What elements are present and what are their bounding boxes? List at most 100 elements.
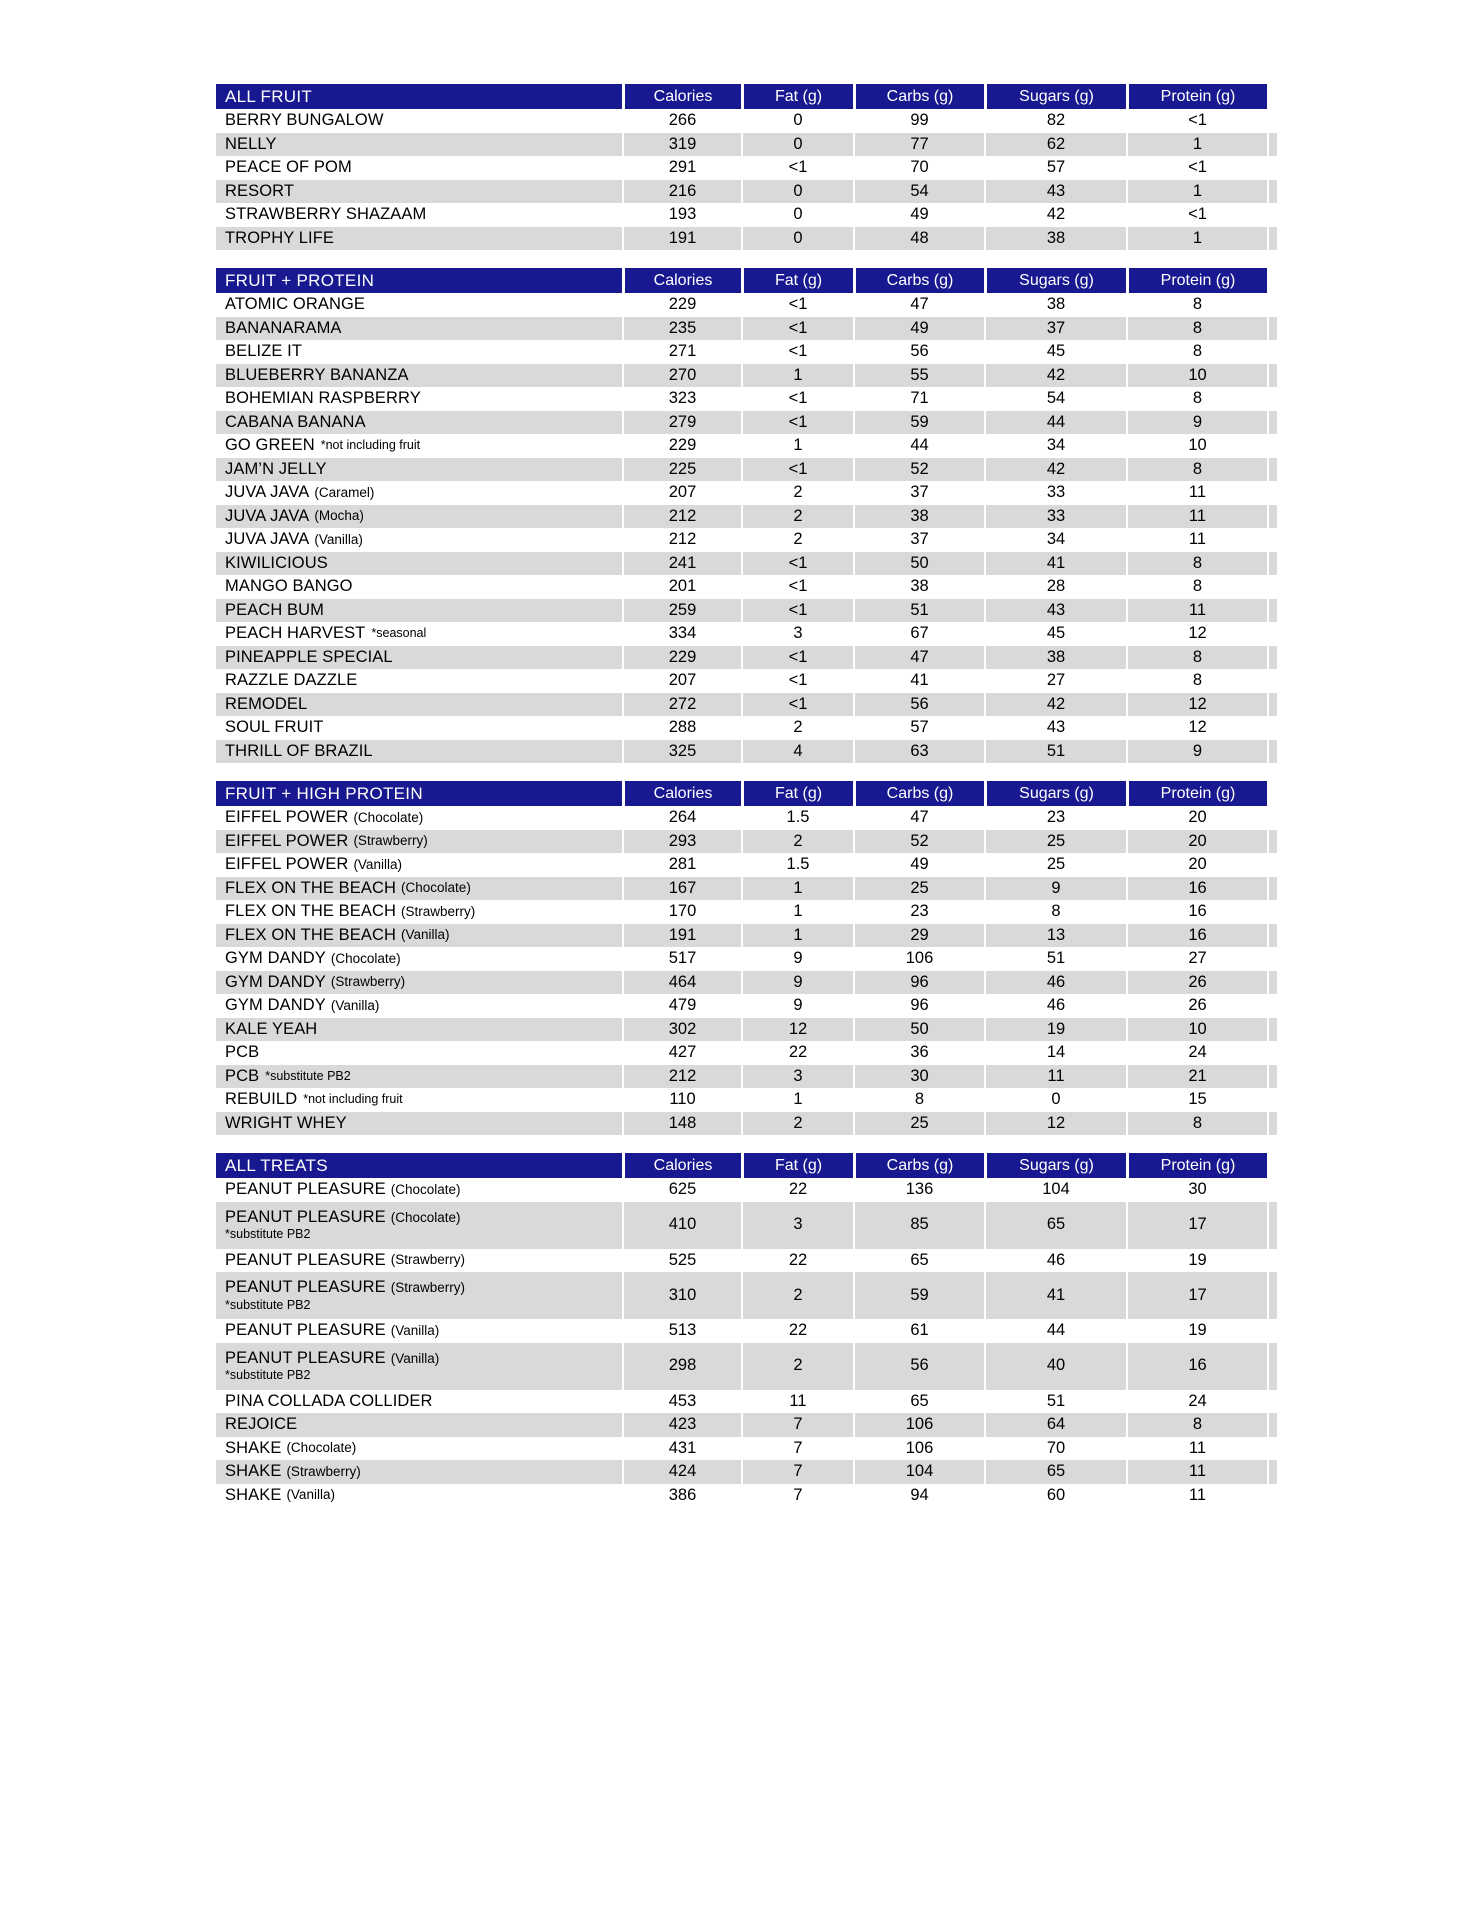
table-row: REMODEL 272 <1 56 42 12 <box>216 692 1277 716</box>
value-cell-carbs-g: 52 <box>853 829 984 853</box>
value-cell-calories: 310 <box>622 1272 741 1319</box>
value-cell-calories: 191 <box>622 226 741 250</box>
table-row: PEANUT PLEASURE (Strawberry) *substitute P… <box>216 1272 1277 1319</box>
value-cell-fat-g: 2 <box>741 528 853 552</box>
value-cell-protein-g: 30 <box>1126 1178 1267 1202</box>
value-cell-calories: 319 <box>622 132 741 156</box>
value-cell-fat-g: <1 <box>741 457 853 481</box>
value-cell-calories: 216 <box>622 179 741 203</box>
value-cell-carbs-g: 106 <box>853 947 984 971</box>
table-row: SHAKE (Chocolate) 431 7 106 70 11 <box>216 1436 1277 1460</box>
item-name-cell: EIFFEL POWER (Vanilla) <box>216 853 622 877</box>
column-header-calories: Calories <box>622 781 741 806</box>
value-cell-calories: 453 <box>622 1389 741 1413</box>
item-name-cell: KALE YEAH <box>216 1018 622 1042</box>
value-cell-sugars-g: 62 <box>984 132 1126 156</box>
section-all-treats: ALL TREATS Calories Fat (g) Carbs (g) Sugars… <box>216 1153 1277 1507</box>
value-cell-protein-g: 1 <box>1126 179 1267 203</box>
row-filler <box>1267 739 1277 763</box>
value-cell-calories: 427 <box>622 1041 741 1065</box>
item-flavor: (Chocolate) <box>401 880 471 896</box>
value-cell-fat-g: 0 <box>741 179 853 203</box>
value-cell-calories: 281 <box>622 853 741 877</box>
value-cell-sugars-g: 34 <box>984 434 1126 458</box>
column-header-sugars-g: Sugars (g) <box>984 268 1126 293</box>
row-filler <box>1267 716 1277 740</box>
item-name: JUVA JAVA <box>225 506 310 525</box>
value-cell-carbs-g: 52 <box>853 457 984 481</box>
value-cell-carbs-g: 36 <box>853 1041 984 1065</box>
value-cell-calories: 513 <box>622 1319 741 1343</box>
value-cell-fat-g: <1 <box>741 692 853 716</box>
value-cell-sugars-g: 38 <box>984 226 1126 250</box>
value-cell-sugars-g: 28 <box>984 575 1126 599</box>
value-cell-calories: 241 <box>622 551 741 575</box>
value-cell-carbs-g: 106 <box>853 1436 984 1460</box>
value-cell-carbs-g: 85 <box>853 1201 984 1249</box>
item-name-cell: PEANUT PLEASURE (Vanilla) <box>216 1319 622 1343</box>
value-cell-carbs-g: 47 <box>853 806 984 830</box>
row-filler <box>1267 1088 1277 1112</box>
item-name-cell: BANANARAMA <box>216 317 622 341</box>
item-name: RESORT <box>225 181 295 200</box>
item-name: SHAKE <box>225 1485 282 1504</box>
value-cell-sugars-g: 70 <box>984 1436 1126 1460</box>
value-cell-protein-g: 8 <box>1126 575 1267 599</box>
item-name-cell: THRILL OF BRAZIL <box>216 740 622 764</box>
item-name-cell: PEACH BUM <box>216 599 622 623</box>
value-cell-fat-g: 2 <box>741 829 853 853</box>
table-row: KIWILICIOUS 241 <1 50 41 8 <box>216 551 1277 575</box>
value-cell-carbs-g: 96 <box>853 994 984 1018</box>
row-filler <box>1267 1342 1277 1390</box>
value-cell-protein-g: 19 <box>1126 1319 1267 1343</box>
table-row: JAM’N JELLY 225 <1 52 42 8 <box>216 457 1277 481</box>
item-name-cell: SHAKE (Strawberry) <box>216 1460 622 1484</box>
row-filler <box>1267 1248 1277 1272</box>
item-name-cell: EIFFEL POWER (Chocolate) <box>216 806 622 830</box>
column-header-sugars-g: Sugars (g) <box>984 781 1126 806</box>
value-cell-fat-g: 22 <box>741 1319 853 1343</box>
item-flavor: (Strawberry) <box>353 833 428 849</box>
value-cell-fat-g: 0 <box>741 226 853 250</box>
value-cell-fat-g: 1.5 <box>741 853 853 877</box>
item-name: REMODEL <box>225 694 308 713</box>
table-row: BERRY BUNGALOW 266 0 99 82 <1 <box>216 109 1277 133</box>
item-flavor: (Chocolate) <box>390 1209 461 1225</box>
value-cell-fat-g: <1 <box>741 645 853 669</box>
row-filler <box>1267 806 1277 830</box>
value-cell-sugars-g: 43 <box>984 179 1126 203</box>
value-cell-sugars-g: 42 <box>984 692 1126 716</box>
value-cell-carbs-g: 49 <box>853 203 984 227</box>
table-row: MANGO BANGO 201 <1 38 28 8 <box>216 575 1277 599</box>
value-cell-calories: 325 <box>622 739 741 763</box>
item-name: KIWILICIOUS <box>225 553 328 572</box>
value-cell-protein-g: 8 <box>1126 316 1267 340</box>
value-cell-carbs-g: 29 <box>853 923 984 947</box>
item-name: SHAKE <box>225 1438 282 1457</box>
row-filler <box>1267 970 1277 994</box>
value-cell-sugars-g: 8 <box>984 900 1126 924</box>
row-filler <box>1267 387 1277 411</box>
row-filler <box>1267 692 1277 716</box>
row-filler <box>1267 947 1277 971</box>
item-name-cell: TROPHY LIFE <box>216 227 622 251</box>
value-cell-sugars-g: 42 <box>984 363 1126 387</box>
value-cell-protein-g: 8 <box>1126 1111 1267 1135</box>
value-cell-calories: 302 <box>622 1017 741 1041</box>
column-header-fat-g: Fat (g) <box>741 84 853 109</box>
table-row: KALE YEAH 302 12 50 19 10 <box>216 1017 1277 1042</box>
item-name: PINA COLLADA COLLIDER <box>225 1391 433 1410</box>
row-filler <box>1267 109 1277 133</box>
item-flavor: (Vanilla) <box>401 927 450 943</box>
item-name: THRILL OF BRAZIL <box>225 741 373 760</box>
table-row: PINA COLLADA COLLIDER 453 11 65 51 24 <box>216 1389 1277 1413</box>
item-name: KALE YEAH <box>225 1019 318 1038</box>
row-filler <box>1267 1201 1277 1249</box>
value-cell-carbs-g: 41 <box>853 669 984 693</box>
column-header-protein-g: Protein (g) <box>1126 781 1267 806</box>
value-cell-carbs-g: 48 <box>853 226 984 250</box>
value-cell-calories: 191 <box>622 923 741 947</box>
value-cell-carbs-g: 56 <box>853 692 984 716</box>
item-name-cell: PEANUT PLEASURE (Strawberry) <box>216 1249 622 1273</box>
value-cell-fat-g: 2 <box>741 1342 853 1390</box>
